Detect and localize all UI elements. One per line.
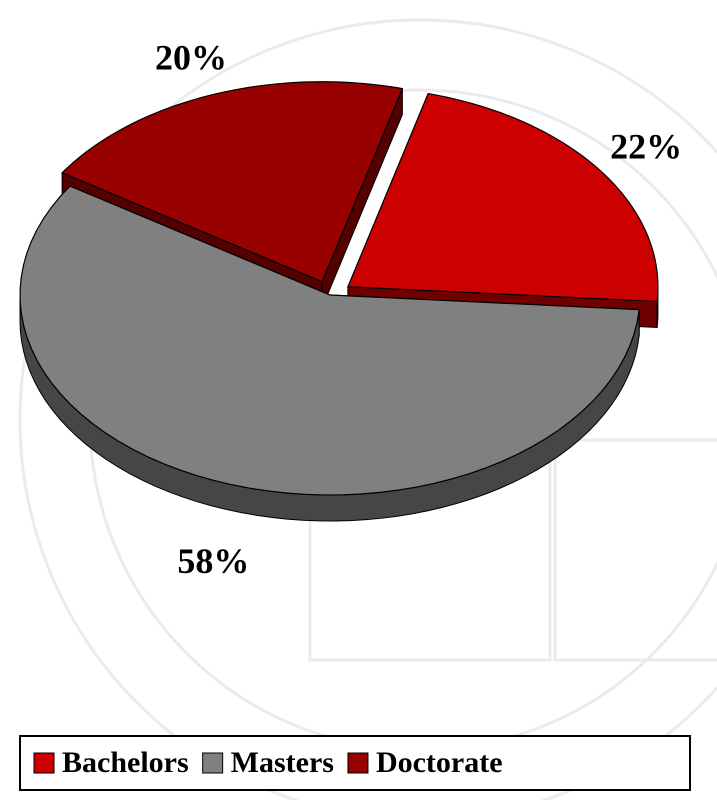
legend-label: Bachelors [62, 746, 189, 779]
legend-swatch [347, 752, 369, 774]
legend-label: Doctorate [376, 746, 503, 779]
data-label: 58% [177, 541, 249, 581]
slice [19, 185, 640, 496]
slice [61, 81, 404, 283]
legend: Bachelors Masters Doctorate [33, 746, 503, 779]
data-labels: 20% 22% 58% [155, 38, 682, 581]
legend-swatch [202, 752, 224, 774]
pie [19, 81, 659, 522]
slice [347, 92, 659, 303]
data-label: 22% [610, 126, 682, 166]
legend-swatch [33, 752, 55, 774]
legend-label: Masters [231, 746, 334, 779]
data-label: 20% [155, 38, 227, 78]
